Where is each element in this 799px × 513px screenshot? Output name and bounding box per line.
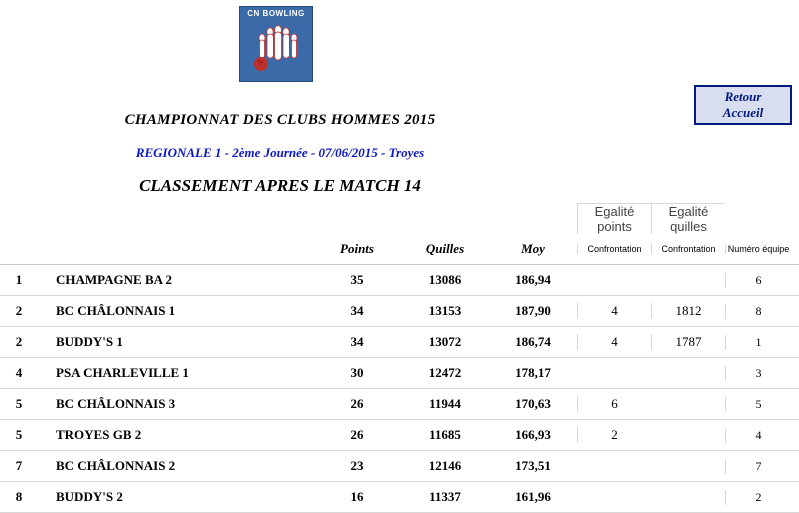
cell-rank: 8 [0,489,38,505]
cell-moy: 178,17 [489,365,577,381]
cell-points: 26 [313,396,401,412]
cell-team: BC CHÂLONNAIS 3 [38,396,313,412]
header-row: Points Quilles Moy Confrontation Confron… [0,234,799,265]
cell-quilles: 11337 [401,489,489,505]
cell-egalite-quilles: 1787 [651,334,725,350]
hdr-confrontation-2: Confrontation [651,244,725,254]
return-home-button[interactable]: Retour Accueil [694,85,792,125]
cell-numero: 6 [725,273,791,288]
table-row: 2BC CHÂLONNAIS 13413153187,90418128 [0,296,799,327]
cell-points: 23 [313,458,401,474]
return-line1: Retour [725,89,762,105]
hdr-confrontation-1: Confrontation [577,244,651,254]
cell-moy: 161,96 [489,489,577,505]
cell-rank: 2 [0,334,38,350]
table-row: 8BUDDY'S 21611337161,96 2 [0,482,799,513]
hdr-egalite-points: Egalité points [577,203,651,234]
cell-points: 16 [313,489,401,505]
cell-numero: 3 [725,366,791,381]
hdr-numero: Numéro équipe [725,244,791,254]
cell-quilles: 13086 [401,272,489,288]
page-title: CHAMPIONNAT DES CLUBS HOMMES 2015 [0,112,560,129]
cell-team: BC CHÂLONNAIS 1 [38,303,313,319]
page-subtitle: REGIONALE 1 - 2ème Journée - 07/06/2015 … [0,145,560,161]
cell-rank: 7 [0,458,38,474]
small-header-row-1: Egalité points Egalité quilles [0,218,799,234]
cell-moy: 187,90 [489,303,577,319]
table-row: 7BC CHÂLONNAIS 22312146173,517 [0,451,799,482]
cell-team: BUDDY'S 2 [38,489,313,505]
hdr-egalite-quilles: Egalité quilles [651,203,725,234]
cell-rank: 5 [0,427,38,443]
cell-team: BC CHÂLONNAIS 2 [38,458,313,474]
cell-egalite-points: 6 [577,396,651,412]
hdr-moy: Moy [489,241,577,257]
cell-moy: 186,94 [489,272,577,288]
cell-team: TROYES GB 2 [38,427,313,443]
cell-numero: 2 [725,490,791,505]
table-row: 1CHAMPAGNE BA 23513086186,94 6 [0,265,799,296]
cell-points: 26 [313,427,401,443]
cell-egalite-points: 2 [577,427,651,443]
cell-rank: 4 [0,365,38,381]
cell-rank: 1 [0,272,38,288]
cell-team: BUDDY'S 1 [38,334,313,350]
hdr-quilles: Quilles [401,241,489,257]
cell-team: PSA CHARLEVILLE 1 [38,365,313,381]
cell-points: 34 [313,334,401,350]
cell-moy: 186,74 [489,334,577,350]
cell-quilles: 13072 [401,334,489,350]
cn-bowling-logo: CN BOWLING [239,6,313,82]
cell-quilles: 12146 [401,458,489,474]
table-row: 2BUDDY'S 13413072186,74417871 [0,327,799,358]
cell-rank: 5 [0,396,38,412]
cell-quilles: 11685 [401,427,489,443]
cell-points: 34 [313,303,401,319]
table-row: 4PSA CHARLEVILLE 13012472178,17 3 [0,358,799,389]
cell-moy: 173,51 [489,458,577,474]
cell-rank: 2 [0,303,38,319]
cell-quilles: 13153 [401,303,489,319]
classement-title: CLASSEMENT APRES LE MATCH 14 [0,176,560,196]
cell-egalite-points: 4 [577,334,651,350]
cell-quilles: 12472 [401,365,489,381]
table-row: 5BC CHÂLONNAIS 32611944170,6365 [0,389,799,420]
table-row: 5TROYES GB 22611685166,932 4 [0,420,799,451]
cell-numero: 1 [725,335,791,350]
cell-numero: 4 [725,428,791,443]
logo-label: CN BOWLING [247,9,304,18]
cell-moy: 170,63 [489,396,577,412]
hdr-points: Points [313,241,401,257]
cell-moy: 166,93 [489,427,577,443]
cell-team: CHAMPAGNE BA 2 [38,272,313,288]
cell-egalite-quilles: 1812 [651,303,725,319]
cell-numero: 8 [725,304,791,319]
bowling-pins-icon [248,18,304,74]
cell-points: 35 [313,272,401,288]
cell-quilles: 11944 [401,396,489,412]
cell-numero: 7 [725,459,791,474]
return-line2: Accueil [723,105,763,121]
cell-numero: 5 [725,397,791,412]
standings-table: Egalité points Egalité quilles Points Qu… [0,218,799,513]
cell-points: 30 [313,365,401,381]
cell-egalite-points: 4 [577,303,651,319]
